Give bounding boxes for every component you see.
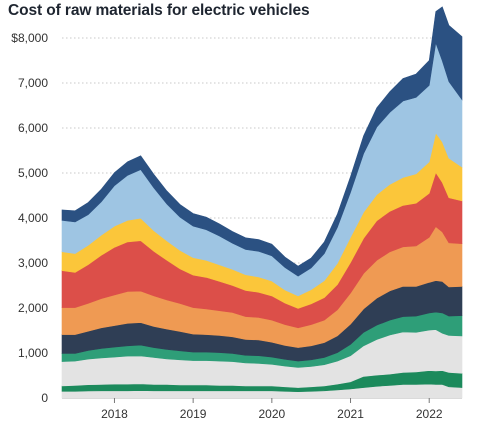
y-tick-label: 4,000 xyxy=(18,211,48,225)
y-tick-label: 7,000 xyxy=(18,76,48,90)
y-tick-label: 6,000 xyxy=(18,121,48,135)
y-tick-label: 1,000 xyxy=(18,346,48,360)
y-tick-label: 2,000 xyxy=(18,301,48,315)
y-tick-label: 0 xyxy=(41,391,48,405)
y-tick-label: 3,000 xyxy=(18,256,48,270)
chart-title: Cost of raw materials for electric vehic… xyxy=(8,2,310,19)
y-tick-label: $8,000 xyxy=(11,31,48,45)
x-tick-label: 2018 xyxy=(101,407,128,421)
x-tick-label: 2022 xyxy=(416,407,443,421)
area-series-10 xyxy=(61,6,463,277)
x-tick-label: 2021 xyxy=(337,407,364,421)
x-tick-label: 2019 xyxy=(180,407,207,421)
axes: 0 1,000 2,000 3,000 4,000 5,000 6,000 7,000 $8,0… xyxy=(11,31,443,421)
x-tick-label: 2020 xyxy=(258,407,285,421)
y-tick-label: 5,000 xyxy=(18,166,48,180)
area-series xyxy=(61,6,463,399)
